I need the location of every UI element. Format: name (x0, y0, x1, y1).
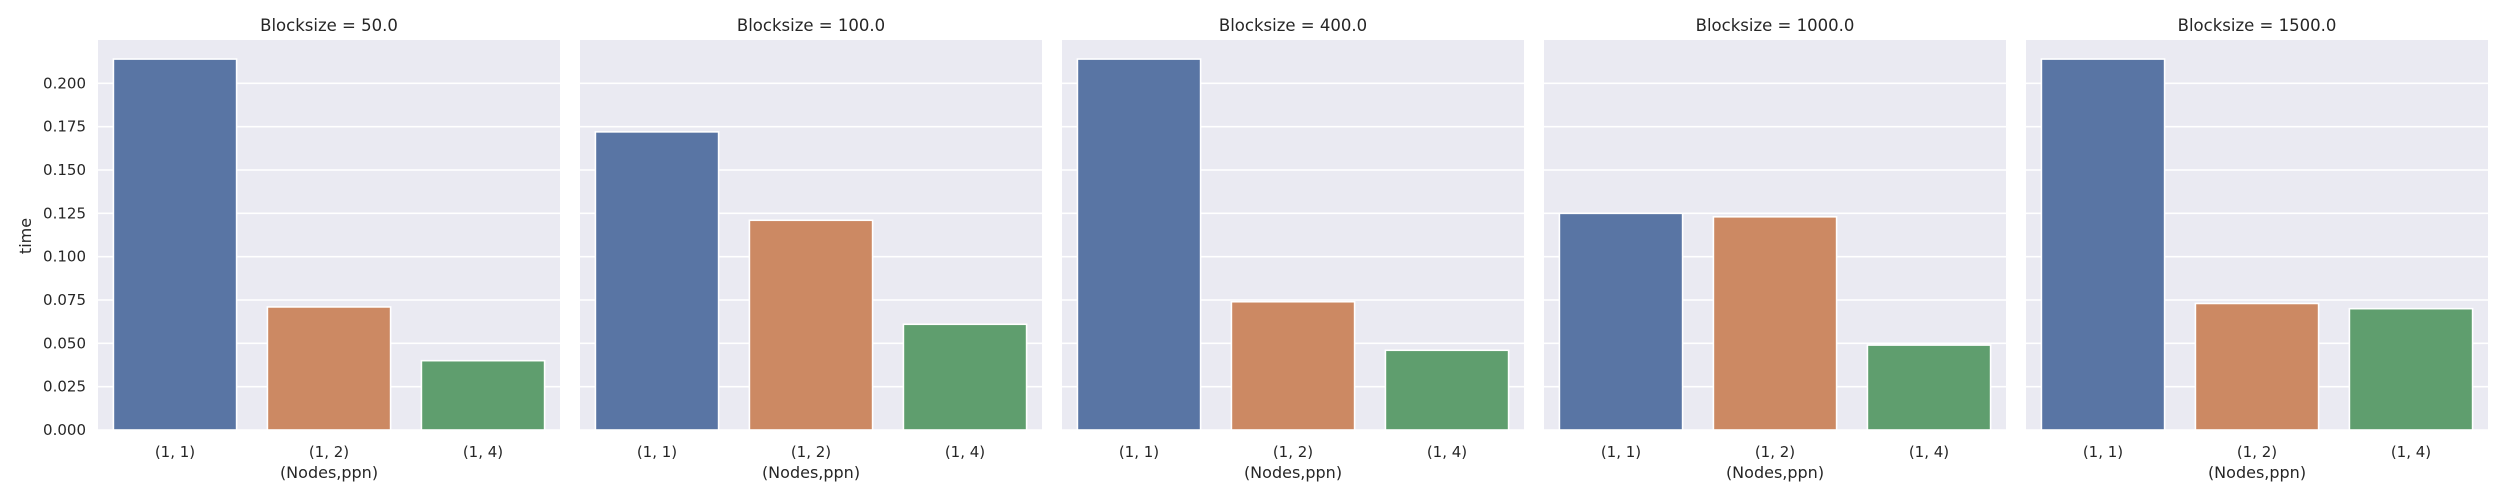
y-tick-label: 0.150 (43, 161, 86, 179)
y-tick-label: 0.000 (43, 421, 86, 439)
panel-2: Blocksize = 100.0 (1, 1) (1, 2) (1, 4) (Node… (580, 16, 1042, 482)
bar-1-4 (1866, 344, 1992, 431)
panel-4: Blocksize = 1000.0 (1, 1) (1, 2) (1, 4) (Nod… (1544, 16, 2006, 482)
bar-1-4 (1384, 349, 1510, 431)
x-axis-label: (Nodes,ppn) (280, 463, 378, 482)
bar-1-1 (2040, 58, 2166, 431)
x-axis-label: (Nodes,ppn) (1726, 463, 1824, 482)
x-tick-label: (1, 2) (309, 443, 349, 461)
panel-5: Blocksize = 1500.0 (1, 1) (1, 2) (1, 4) (Nod… (2026, 16, 2488, 482)
bar-1-2 (1712, 216, 1838, 431)
x-tick-label: (1, 4) (1909, 443, 1949, 461)
y-tick-label: 0.100 (43, 248, 86, 266)
bar-1-2 (2194, 302, 2320, 431)
bar-1-1 (1076, 58, 1202, 431)
panel-title: Blocksize = 1000.0 (1696, 16, 1855, 35)
bar-1-2 (266, 306, 392, 431)
y-tick-label: 0.050 (43, 334, 86, 352)
x-tick-label: (1, 2) (1273, 443, 1313, 461)
bar-1-2 (748, 219, 874, 431)
bar-1-1 (1558, 212, 1684, 431)
bar-1-4 (2348, 307, 2474, 431)
x-tick-label: (1, 4) (2391, 443, 2431, 461)
x-tick-label: (1, 1) (1601, 443, 1641, 461)
y-tick-label: 0.125 (43, 204, 86, 222)
panel-title: Blocksize = 100.0 (737, 16, 885, 35)
bar-1-4 (420, 359, 546, 431)
y-tick-label: 0.075 (43, 291, 86, 309)
x-axis-label: (Nodes,ppn) (762, 463, 860, 482)
x-axis-label: (Nodes,ppn) (2208, 463, 2306, 482)
bar-1-4 (902, 323, 1028, 431)
y-tick-label: 0.175 (43, 118, 86, 136)
y-tick-label: 0.200 (43, 74, 86, 92)
panel-3: Blocksize = 400.0 (1, 1) (1, 2) (1, 4) (Node… (1062, 16, 1524, 482)
x-axis-label: (Nodes,ppn) (1244, 463, 1342, 482)
panel-title: Blocksize = 400.0 (1219, 16, 1367, 35)
bar-1-1 (112, 58, 238, 431)
bar-1-2 (1230, 300, 1356, 431)
x-tick-label: (1, 2) (1755, 443, 1795, 461)
x-tick-label: (1, 2) (2237, 443, 2277, 461)
x-tick-label: (1, 1) (155, 443, 195, 461)
x-tick-label: (1, 1) (1119, 443, 1159, 461)
x-tick-label: (1, 4) (463, 443, 503, 461)
x-tick-label: (1, 1) (637, 443, 677, 461)
x-tick-label: (1, 4) (945, 443, 985, 461)
y-axis-label: time (16, 218, 35, 254)
panel-title: Blocksize = 1500.0 (2178, 16, 2337, 35)
panel-1: Blocksize = 50.0 (1, 1) (1, 2) (1, 4) (Nodes… (43, 16, 560, 482)
x-tick-label: (1, 1) (2083, 443, 2123, 461)
bar-1-1 (594, 131, 720, 431)
x-tick-label: (1, 2) (791, 443, 831, 461)
y-tick-label: 0.025 (43, 378, 86, 396)
panel-title: Blocksize = 50.0 (260, 16, 398, 35)
x-tick-label: (1, 4) (1427, 443, 1467, 461)
